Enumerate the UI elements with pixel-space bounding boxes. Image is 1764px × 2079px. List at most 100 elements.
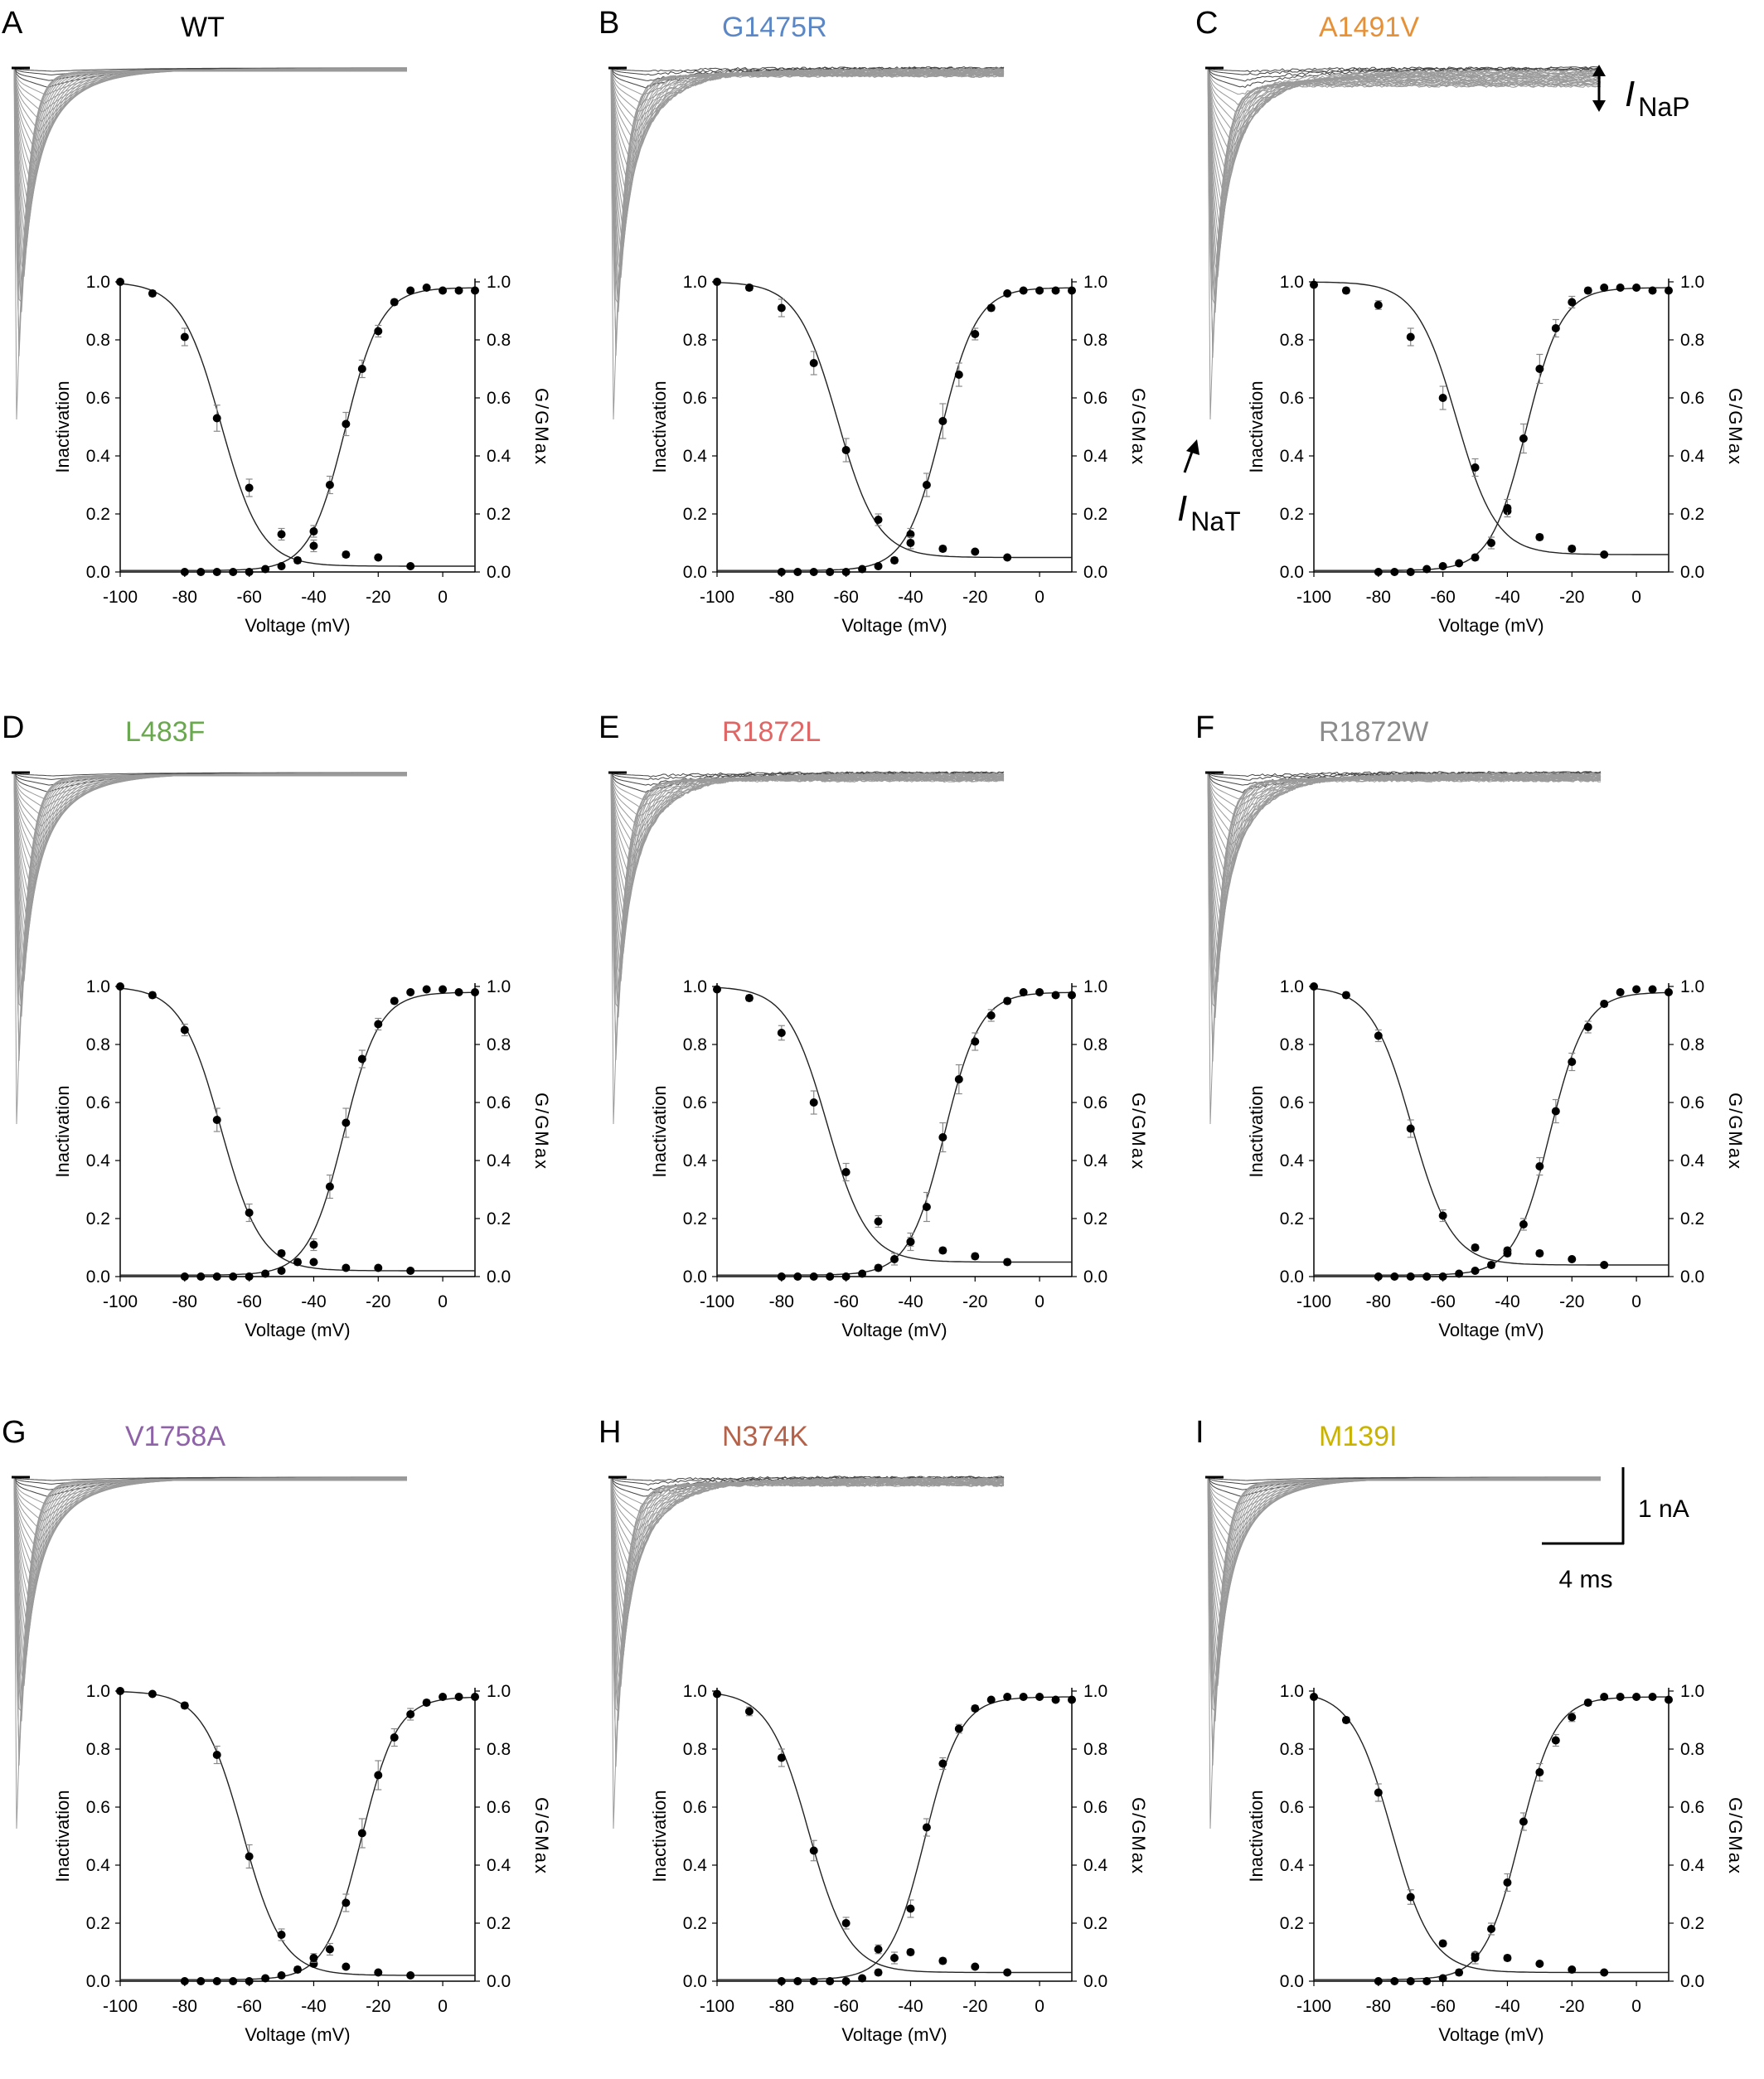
- panel-letter: A: [2, 6, 23, 41]
- activation-point: [229, 1272, 238, 1281]
- activation-point: [986, 1695, 996, 1704]
- y-tick-label: 0.0: [86, 563, 110, 582]
- current-trace: [1205, 1476, 1601, 1585]
- current-trace: [1205, 67, 1602, 174]
- inactivation-point: [406, 1267, 415, 1275]
- activation-point: [1422, 1272, 1432, 1281]
- activation-point: [374, 327, 383, 336]
- current-trace: [608, 1476, 1004, 1762]
- current-trace: [1205, 1476, 1601, 1756]
- inactivation-point: [342, 1263, 351, 1272]
- panel-title: L483F: [125, 716, 205, 748]
- current-trace: [12, 67, 407, 313]
- panel-E: E R1872L 0.0 0.0 0.2 0.2 0.4 0.4 0.6 0.6 0.8 0.8 1.0…: [598, 710, 1149, 1340]
- x-tick-label: -80: [1366, 1292, 1391, 1311]
- inactivation-point: [277, 1249, 286, 1258]
- inactivation-point: [1406, 332, 1415, 342]
- current-trace: [608, 1476, 1005, 1656]
- inactivation-fit-line: [716, 986, 1072, 1263]
- activation-point: [245, 1977, 254, 1985]
- current-trace: [12, 1476, 407, 1722]
- current-trace: [608, 67, 1005, 308]
- y2-tick-label: 0.4: [1680, 447, 1705, 466]
- panel-letter: H: [598, 1415, 621, 1450]
- activation-point: [890, 1255, 899, 1263]
- y2-tick-label: 0.4: [1083, 1151, 1108, 1170]
- activation-point: [1374, 1977, 1383, 1985]
- y-tick-label: 0.6: [1280, 389, 1304, 408]
- activation-point: [874, 562, 883, 570]
- activation-point: [1374, 1272, 1383, 1281]
- y2-tick-label: 0.4: [1083, 1856, 1108, 1875]
- activation-point: [406, 988, 415, 996]
- inactivation-point: [809, 359, 818, 367]
- y-tick-label: 0.0: [1280, 1972, 1304, 1991]
- inactivation-point: [1568, 1965, 1577, 1974]
- activation-point: [1406, 1272, 1415, 1281]
- inactivation-point: [245, 1209, 254, 1217]
- current-trace: [608, 1476, 1005, 1767]
- y2-tick-label: 0.8: [1680, 1740, 1704, 1759]
- activation-point: [229, 1977, 238, 1985]
- y-tick-label: 0.2: [1280, 1914, 1304, 1933]
- current-trace: [1205, 66, 1602, 75]
- x-tick-label: -40: [1495, 1292, 1519, 1311]
- activation-point: [1003, 996, 1012, 1006]
- activation-point: [277, 1971, 286, 1980]
- current-trace: [12, 67, 407, 351]
- activation-point: [212, 1977, 221, 1985]
- current-trace: [12, 1476, 407, 1630]
- y2-axis-label: G/GMax: [531, 388, 552, 466]
- y-tick-label: 0.8: [683, 331, 707, 350]
- y2-tick-label: 0.0: [1680, 1972, 1704, 1991]
- inactivation-point: [971, 547, 980, 556]
- y-tick-label: 1.0: [1280, 977, 1304, 996]
- activation-point: [971, 330, 980, 338]
- inactivation-point: [1438, 1939, 1447, 1948]
- inactivation-point: [841, 1919, 850, 1927]
- x-tick-label: 0: [1035, 588, 1044, 607]
- activation-fit-line: [1314, 1696, 1669, 1980]
- x-tick-label: -80: [172, 588, 197, 607]
- activation-point: [342, 419, 351, 429]
- current-trace: [12, 1476, 407, 1713]
- inactivation-point: [744, 1707, 754, 1716]
- y-tick-label: 1.0: [86, 977, 110, 996]
- current-trace: [1205, 772, 1602, 926]
- current-trace: [1205, 772, 1602, 1062]
- x-axis-label: Voltage (mV): [1438, 1320, 1544, 1340]
- activation-point: [471, 988, 479, 996]
- activation-point: [826, 1272, 835, 1281]
- current-trace: [12, 1476, 407, 1573]
- activation-point: [1455, 559, 1464, 568]
- current-trace: [608, 67, 1005, 313]
- current-trace: [1205, 772, 1602, 958]
- y-tick-label: 0.4: [86, 1151, 111, 1170]
- activation-point: [1665, 286, 1673, 295]
- y-tick-label: 0.4: [1280, 447, 1305, 466]
- activation-point: [1051, 1695, 1060, 1704]
- inactivation-point: [1003, 553, 1012, 562]
- inactivation-point: [116, 278, 124, 286]
- activation-fit-line: [120, 287, 476, 571]
- activation-point: [890, 556, 899, 565]
- activation-point: [826, 568, 835, 576]
- current-trace: [12, 67, 407, 356]
- current-trace: [1205, 67, 1602, 420]
- activation-point: [954, 371, 963, 379]
- current-trace: [608, 1476, 1005, 1829]
- inactivation-point: [212, 1116, 221, 1124]
- inactivation-point: [245, 483, 254, 492]
- inactivation-point: [777, 1029, 786, 1037]
- y-axis-label: Inactivation: [649, 380, 670, 472]
- activation-point: [1568, 1713, 1577, 1722]
- activation-point: [1019, 286, 1028, 295]
- current-trace: [608, 1476, 1005, 1686]
- y-tick-label: 0.6: [86, 389, 110, 408]
- activation-point: [938, 1759, 947, 1768]
- y2-axis-label: G/GMax: [1128, 1797, 1149, 1875]
- panel-title: G1475R: [722, 12, 827, 43]
- x-tick-label: -20: [962, 588, 987, 607]
- y2-tick-label: 0.8: [1680, 1035, 1704, 1054]
- activation-point: [1665, 988, 1673, 996]
